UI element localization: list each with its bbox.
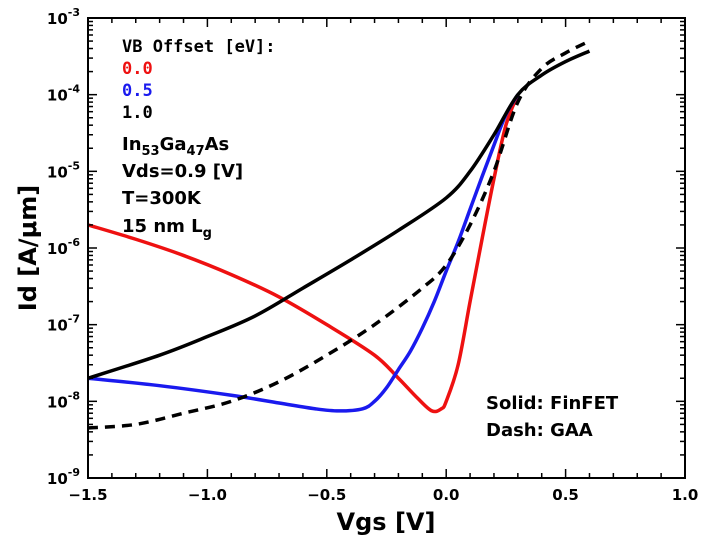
series-line-1 <box>88 93 520 413</box>
annotation-vds: Vds=0.9 [V] <box>122 161 243 182</box>
dash-gaa-note: Dash: GAA <box>486 420 593 441</box>
y-tick-label: 10-7 <box>47 313 80 335</box>
ticks-layer <box>87 17 686 479</box>
material-ga-sub: 47 <box>187 144 205 159</box>
annotation-offset-1.0: 1.0 <box>122 103 153 123</box>
material-ga: Ga <box>160 134 187 155</box>
lg-main: 15 nm L <box>122 216 203 237</box>
y-tick-label: 10-9 <box>47 466 80 488</box>
series-line-0 <box>88 94 520 414</box>
x-tick-label: −1.5 <box>68 486 107 504</box>
lg-sub: g <box>203 226 212 241</box>
y-tick-label: 10-8 <box>47 389 80 411</box>
annotation-temperature: T=300K <box>122 188 202 209</box>
y-tick-label: 10-6 <box>47 236 80 258</box>
annotation-offset-0.0: 0.0 <box>122 59 153 79</box>
tick-labels-layer: −1.5 −1.0 −0.5 0.0 0.5 1.010-910-810-710-610-… <box>47 6 698 504</box>
annotation-offset-0.5: 0.5 <box>122 81 153 101</box>
y-tick-label: 10-3 <box>47 6 80 28</box>
material-in-sub: 53 <box>142 144 160 159</box>
x-tick-label: 0.5 <box>552 486 579 504</box>
y-tick-label: 10-4 <box>47 83 80 105</box>
annotation-title: VB Offset [eV]: <box>122 37 276 57</box>
material-as: As <box>205 134 230 155</box>
y-axis-label: Id [A/μm] <box>14 185 42 311</box>
annotation-material: In53Ga47As <box>122 134 229 159</box>
x-tick-label: −0.5 <box>307 486 346 504</box>
y-tick-label: 10-5 <box>47 159 80 181</box>
x-tick-label: 1.0 <box>672 486 699 504</box>
x-tick-label: 0.0 <box>433 486 460 504</box>
material-in: In <box>122 134 142 155</box>
x-axis-label: Vgs [V] <box>337 508 436 536</box>
curves-layer <box>88 39 591 430</box>
x-tick-label: −1.0 <box>188 486 227 504</box>
series-line-2 <box>88 49 591 380</box>
solid-finfet-note: Solid: FinFET <box>486 393 619 414</box>
annotation-gate-length: 15 nm Lg <box>122 216 212 241</box>
